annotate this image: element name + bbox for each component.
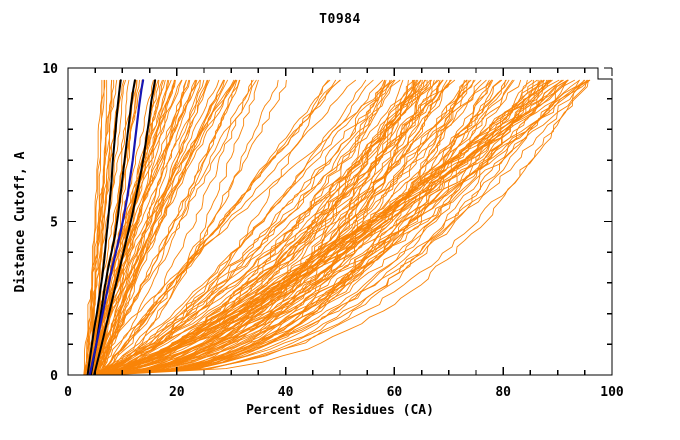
highlight-curve-dark-curve-1 [86, 79, 122, 375]
highlight-curve-dark-curve-3 [93, 79, 157, 375]
y-tick-label: 5 [50, 216, 58, 231]
x-tick-label: 100 [600, 385, 624, 400]
curves-layer [83, 79, 591, 375]
x-tick-label: 60 [387, 385, 403, 400]
x-tick-label: 80 [495, 385, 511, 400]
axis-tick-labels: 0 20 40 60 80 100 0 5 10 [42, 62, 624, 400]
x-tick-label: 20 [169, 385, 185, 400]
x-axis-label: Percent of Residues (CA) [246, 403, 434, 418]
page-title: T0984 [319, 12, 361, 27]
x-tick-label: 0 [64, 385, 72, 400]
y-tick-label: 10 [42, 62, 58, 77]
axis-ticks [67, 67, 613, 376]
y-axis-label: Distance Cutoff, A [13, 151, 28, 292]
x-tick-label: 40 [278, 385, 294, 400]
y-tick-label: 0 [50, 369, 58, 384]
highlight-curve-blue-curve [88, 79, 145, 375]
